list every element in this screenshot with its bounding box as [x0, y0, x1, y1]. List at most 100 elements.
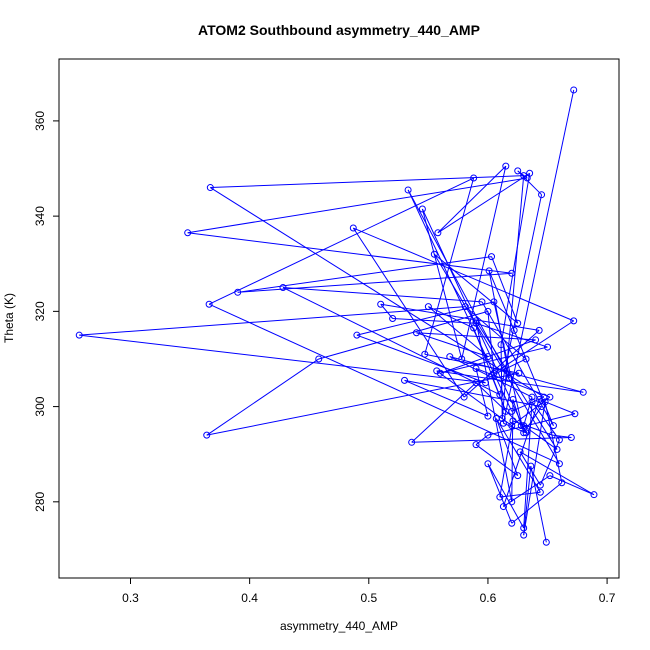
series-segment — [487, 463, 525, 529]
data-point — [553, 445, 561, 453]
series-segment — [206, 372, 520, 436]
data-point — [520, 531, 528, 539]
series-segment — [523, 466, 532, 536]
data-point — [485, 267, 493, 275]
data-point — [514, 319, 522, 327]
series-segment — [436, 370, 513, 427]
series-segment — [356, 301, 495, 336]
series-segment — [511, 482, 563, 524]
data-point — [488, 372, 496, 380]
series-segment — [475, 320, 513, 502]
series-segment — [237, 272, 512, 293]
data-point — [508, 498, 516, 506]
data-point — [508, 269, 516, 277]
y-axis-label: Theta (K) — [2, 293, 16, 343]
x-tick-label: 0.5 — [360, 591, 377, 605]
series-segment — [487, 413, 576, 436]
data-point — [590, 491, 598, 499]
data-point — [497, 341, 505, 349]
data-point — [528, 393, 536, 401]
data-point — [527, 462, 535, 470]
series-segment — [424, 177, 475, 355]
y-tick-label: 320 — [33, 301, 47, 321]
series-segment — [493, 301, 525, 433]
series-segment — [549, 475, 595, 496]
data-point — [536, 481, 544, 489]
data-point — [488, 253, 496, 261]
data-point — [508, 422, 516, 430]
x-tick-label: 0.4 — [241, 591, 258, 605]
series-segment — [499, 420, 514, 498]
data-point — [567, 434, 575, 442]
data-point — [470, 174, 478, 182]
series-segment — [475, 368, 551, 398]
data-point — [401, 376, 409, 384]
series-segment — [517, 170, 542, 196]
series-segment — [282, 287, 501, 396]
series-segment — [449, 356, 533, 398]
series-segment — [499, 194, 543, 395]
x-tick-label: 0.3 — [122, 591, 139, 605]
series-segment — [523, 396, 533, 426]
series-segment — [475, 434, 489, 446]
data-point — [203, 431, 211, 439]
y-tick-label: 360 — [33, 111, 47, 131]
data-point — [470, 324, 478, 332]
series-segment — [411, 437, 572, 443]
series-segment — [491, 256, 519, 324]
series-segment — [210, 175, 524, 189]
series-segment — [440, 346, 548, 374]
data-point — [490, 298, 498, 306]
data-point — [528, 398, 536, 406]
y-tick-label: 340 — [33, 206, 47, 226]
x-tick-label: 0.6 — [480, 591, 497, 605]
data-point — [446, 353, 454, 361]
data-point — [505, 374, 513, 382]
data-point — [571, 410, 579, 418]
data-point — [538, 191, 546, 199]
series-segment — [475, 320, 558, 450]
data-point — [478, 298, 486, 306]
data-point — [520, 172, 528, 180]
data-point — [515, 369, 523, 377]
data-point — [472, 441, 480, 449]
series-segment — [434, 253, 519, 324]
y-axis: 280 300 320 340 360 — [33, 111, 59, 512]
data-point — [516, 448, 524, 456]
series-segment — [500, 173, 531, 345]
data-point — [404, 186, 412, 194]
data-point — [408, 438, 416, 446]
series-lines — [79, 89, 595, 543]
data-point — [541, 398, 549, 406]
series-segment — [544, 401, 563, 483]
data-point — [579, 388, 587, 396]
data-point — [510, 326, 518, 334]
data-point — [461, 303, 469, 311]
series-segment — [495, 418, 519, 476]
series-segment — [530, 466, 547, 543]
data-point — [205, 300, 213, 308]
data-point — [484, 431, 492, 439]
series-segment — [404, 379, 542, 408]
data-point — [234, 288, 242, 296]
y-tick-label: 280 — [33, 491, 47, 511]
data-point — [520, 524, 528, 532]
data-point — [279, 284, 287, 292]
series-segment — [380, 303, 540, 331]
series-segment — [352, 227, 465, 398]
data-point — [546, 393, 554, 401]
data-point — [496, 493, 504, 501]
x-tick-label: 0.7 — [599, 591, 616, 605]
series-segment — [461, 166, 507, 360]
plot-frame — [58, 58, 620, 579]
series-segment — [491, 375, 507, 412]
series-segment — [475, 382, 522, 426]
data-point — [434, 229, 442, 237]
data-point — [484, 412, 492, 420]
data-point — [433, 367, 441, 375]
data-point — [514, 472, 522, 480]
series-segment — [501, 175, 525, 419]
series-segment — [208, 177, 474, 305]
data-point — [536, 488, 544, 496]
